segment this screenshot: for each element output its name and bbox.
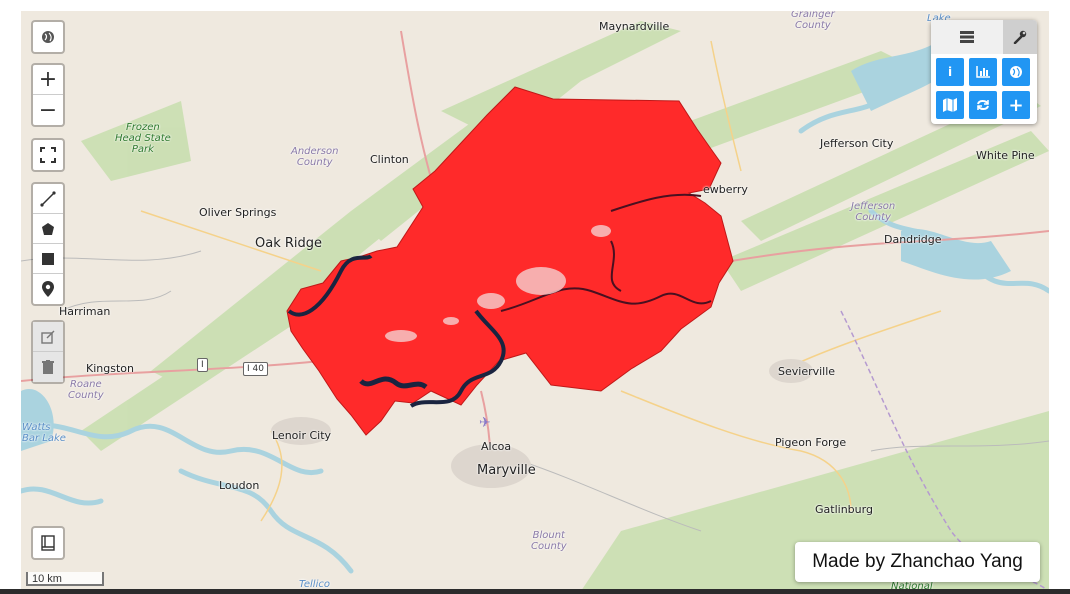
edit-icon[interactable] bbox=[33, 322, 63, 352]
urban-areas bbox=[271, 359, 813, 488]
polygon-icon[interactable] bbox=[33, 214, 63, 244]
author-credit: Made by Zhanchao Yang bbox=[795, 542, 1040, 582]
edit-toolbar[interactable] bbox=[31, 320, 65, 384]
layers-icon bbox=[960, 31, 974, 43]
refresh-icon[interactable] bbox=[969, 91, 997, 119]
wrench-icon bbox=[1013, 30, 1027, 44]
park-label: National bbox=[891, 581, 933, 591]
place-label: Pigeon Forge bbox=[775, 436, 847, 449]
county-label: Jefferson County bbox=[851, 201, 896, 223]
place-label: Oliver Springs bbox=[199, 206, 277, 219]
globe-icon[interactable] bbox=[1002, 58, 1030, 86]
roads bbox=[140, 40, 942, 522]
park-label: Frozen Head State Park bbox=[115, 122, 171, 155]
county-label: Blount County bbox=[531, 530, 567, 552]
zoom-control[interactable]: + − bbox=[31, 63, 65, 127]
fullscreen-icon[interactable] bbox=[33, 140, 63, 170]
overlay-urban-speckle bbox=[385, 225, 611, 342]
map-icon[interactable] bbox=[936, 91, 964, 119]
basemap-control[interactable] bbox=[31, 20, 65, 54]
place-label: Oak Ridge bbox=[255, 236, 323, 251]
info-icon[interactable]: i bbox=[936, 58, 964, 86]
county-label: Roane County bbox=[68, 379, 104, 401]
water-label: Watts Bar Lake bbox=[22, 422, 66, 444]
county-label: Anderson County bbox=[291, 146, 339, 168]
chart-icon[interactable] bbox=[969, 58, 997, 86]
window-bottom-edge bbox=[0, 589, 1070, 594]
plus-icon[interactable]: + bbox=[1002, 91, 1030, 119]
toolbox-panel: i + bbox=[931, 20, 1037, 124]
place-label: Maryville bbox=[477, 463, 536, 478]
place-label: Clinton bbox=[370, 153, 409, 166]
highway-shield: I bbox=[197, 358, 208, 372]
zoom-in-button[interactable]: + bbox=[33, 65, 63, 95]
place-label: Jefferson City bbox=[820, 137, 894, 150]
place-label: Harriman bbox=[59, 305, 111, 318]
place-label: Dandridge bbox=[884, 233, 942, 246]
highway-shield: I 40 bbox=[243, 362, 268, 376]
place-label: Lenoir City bbox=[272, 429, 332, 442]
place-label: Sevierville bbox=[778, 365, 836, 378]
print-icon[interactable] bbox=[33, 528, 63, 558]
raster-overlay bbox=[286, 86, 734, 436]
marker-icon[interactable] bbox=[33, 274, 63, 304]
draw-toolbar[interactable] bbox=[31, 182, 65, 306]
polyline-icon[interactable] bbox=[33, 184, 63, 214]
globe-icon[interactable] bbox=[33, 22, 63, 52]
water-label: Lake bbox=[927, 13, 951, 24]
trash-icon[interactable] bbox=[33, 352, 63, 382]
zoom-out-button[interactable]: − bbox=[38, 97, 58, 123]
county-label: Grainger County bbox=[791, 11, 835, 31]
fullscreen-control[interactable] bbox=[31, 138, 65, 172]
place-label: Gatlinburg bbox=[815, 503, 873, 516]
minor-roads bbox=[21, 250, 1049, 532]
map-canvas[interactable]: ✈ Maynardville Grainger County Lake Jeff… bbox=[21, 11, 1049, 591]
place-label: Loudon bbox=[219, 479, 260, 492]
scale-bar: 10 km bbox=[26, 572, 104, 586]
water-label: Tellico bbox=[299, 579, 330, 590]
place-label: Alcoa bbox=[481, 440, 512, 453]
tools-tab[interactable] bbox=[1003, 20, 1037, 54]
place-label: ewberry bbox=[703, 183, 748, 196]
airport-icon: ✈ bbox=[479, 415, 491, 431]
place-label: Kingston bbox=[86, 362, 134, 375]
basemap-tiles: ✈ bbox=[21, 21, 1049, 591]
print-control[interactable] bbox=[31, 526, 65, 560]
place-label: White Pine bbox=[976, 149, 1035, 162]
place-label: Maynardville bbox=[599, 20, 670, 33]
rectangle-icon[interactable] bbox=[33, 244, 63, 274]
layers-tab[interactable] bbox=[931, 20, 1003, 54]
